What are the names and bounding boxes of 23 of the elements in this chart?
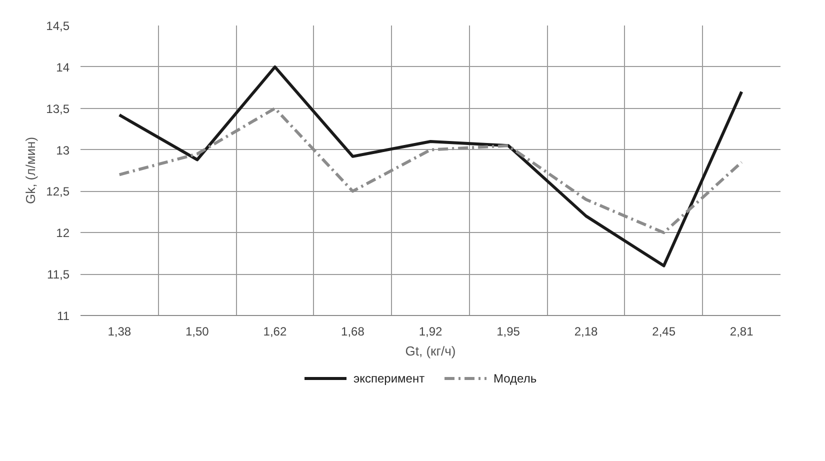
- y-tick-label: 12: [56, 226, 70, 240]
- x-tick-label: 1,68: [341, 324, 365, 338]
- y-tick-label: 11,5: [47, 268, 70, 282]
- line-series: [118, 106, 744, 234]
- y-tick-label: 12,5: [46, 184, 70, 199]
- x-tick-label: 1,38: [108, 324, 132, 338]
- legend-label: эксперимент: [354, 372, 426, 386]
- x-tick-label: 2,18: [574, 324, 598, 338]
- y-axis-title: Gk, (л/мин): [23, 136, 38, 204]
- x-tick-label: 2,45: [652, 324, 676, 338]
- x-tick-label: 1,95: [496, 324, 520, 338]
- y-tick-label: 14,5: [46, 19, 70, 33]
- x-tick-label: 1,50: [185, 324, 210, 338]
- y-tick-label: 13,5: [46, 102, 70, 116]
- x-tick-label: 1,62: [263, 324, 287, 338]
- x-tick-label: 2,81: [730, 324, 754, 338]
- x-tick-label: 1,92: [418, 324, 443, 338]
- x-axis-title: Gt, (кг/ч): [405, 344, 456, 358]
- y-tick-label: 13: [56, 143, 70, 158]
- y-tick-label: 11: [57, 309, 70, 323]
- legend-label: Модель: [494, 372, 537, 386]
- line-series: [118, 65, 744, 268]
- y-tick-label: 14: [56, 60, 70, 74]
